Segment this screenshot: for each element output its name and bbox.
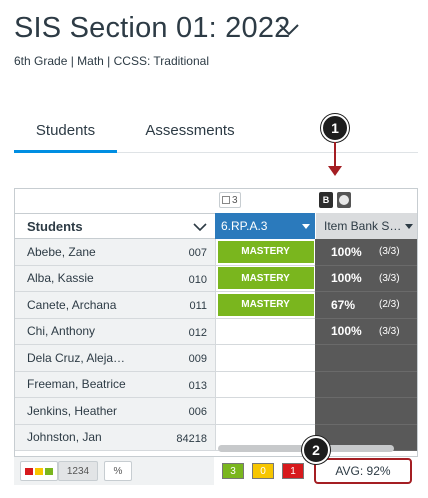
column-toggle-count: 3 <box>232 194 238 206</box>
table-row: Freeman, Beatrice 013 <box>15 371 417 398</box>
student-name[interactable]: Jenkins, Heather <box>27 403 118 418</box>
number-view-button[interactable]: 1234 <box>58 461 98 481</box>
red-swatch-icon <box>25 467 33 475</box>
square-icon <box>222 196 230 204</box>
assignment-score-cell[interactable]: 100% (3/3) <box>315 239 417 266</box>
student-id: 007 <box>188 247 207 259</box>
students-header-label: Students <box>27 218 83 234</box>
outcome-cell[interactable] <box>215 318 315 345</box>
mastery-count-chip: 3 <box>222 463 244 479</box>
student-name-cell[interactable]: Alba, Kassie 010 <box>15 265 215 292</box>
score-fraction: (3/3) <box>379 325 400 337</box>
outcome-cell[interactable]: MASTERY <box>215 292 315 319</box>
table-row: Alba, Kassie 010 MASTERY 100% (3/3) <box>15 265 417 292</box>
section-subtitle: 6th Grade | Math | CCSS: Traditional <box>14 54 209 68</box>
chevron-down-icon[interactable] <box>193 222 207 232</box>
chevron-down-icon[interactable] <box>278 22 300 38</box>
assignment-score-cell[interactable]: 100% (3/3) <box>315 265 417 292</box>
student-id: 84218 <box>176 432 207 445</box>
score-fraction: (3/3) <box>379 246 400 258</box>
footer-left: 1234 % <box>14 457 214 485</box>
score-percent: 100% <box>331 324 362 339</box>
callout-arrow-line <box>334 142 336 168</box>
grid-footer: 1234 % 3 0 1 AVG: 92% <box>14 456 418 485</box>
assignment-column-header[interactable]: Item Bank S… <box>315 213 417 239</box>
tab-assessments[interactable]: Assessments <box>145 122 235 139</box>
student-name[interactable]: Canete, Archana <box>27 297 117 312</box>
student-name[interactable]: Abebe, Zane <box>27 244 96 259</box>
assignment-score-cell[interactable] <box>315 371 417 398</box>
grid-header-row: Students 6.RP.A.3 Item Bank S… <box>15 213 417 239</box>
score-percent: 67% <box>331 297 356 312</box>
column-toggle-button[interactable]: 3 <box>219 192 241 208</box>
student-id: 009 <box>188 353 207 365</box>
average-score: AVG: 92% <box>314 458 412 484</box>
column-toolbar: 3 B <box>215 189 417 213</box>
outcome-cell[interactable] <box>215 371 315 398</box>
mastery-badge: MASTERY <box>217 240 314 263</box>
grid-rows: Abebe, Zane 007 MASTERY 100% (3/3) Alba, Kass… <box>15 239 417 451</box>
tab-students[interactable]: Students <box>14 120 117 153</box>
student-name-cell[interactable]: Dela Cruz, Aleja… 009 <box>15 345 215 372</box>
assignment-score-cell[interactable]: 67% (2/3) <box>315 292 417 319</box>
assignment-score-cell[interactable] <box>315 345 417 372</box>
page-title: SIS Section 01: 2022 <box>14 12 291 44</box>
check-circle-icon[interactable] <box>337 192 351 208</box>
student-id: 012 <box>188 326 207 339</box>
outcome-header-label: 6.RP.A.3 <box>221 219 268 233</box>
table-row: Jenkins, Heather 006 <box>15 398 417 425</box>
callout-arrow-head <box>328 166 342 176</box>
outcome-cell[interactable]: MASTERY <box>215 265 315 292</box>
color-view-button[interactable] <box>20 461 58 481</box>
student-name-cell[interactable]: Johnston, Jan 84218 <box>15 424 215 451</box>
assignment-header-label: Item Bank S… <box>324 219 402 233</box>
table-row: Abebe, Zane 007 MASTERY 100% (3/3) <box>15 239 417 266</box>
dropdown-caret-icon[interactable] <box>405 224 413 229</box>
percent-view-button[interactable]: % <box>104 461 132 481</box>
mastery-badge: MASTERY <box>217 293 314 316</box>
student-id: 013 <box>188 379 207 392</box>
table-row: Canete, Archana 011 MASTERY 67% (2/3) <box>15 292 417 319</box>
table-row: Chi, Anthony 012 100% (3/3) <box>15 318 417 345</box>
student-name[interactable]: Johnston, Jan <box>27 430 102 445</box>
near-mastery-count-chip: 0 <box>252 463 274 479</box>
student-name[interactable]: Chi, Anthony <box>27 324 96 339</box>
student-name[interactable]: Freeman, Beatrice <box>27 377 126 392</box>
outcome-cell[interactable] <box>215 398 315 425</box>
student-name[interactable]: Dela Cruz, Aleja… <box>27 350 126 365</box>
score-fraction: (2/3) <box>379 299 400 311</box>
footer-right: 3 0 1 AVG: 92% <box>214 457 418 485</box>
student-id: 011 <box>189 300 207 312</box>
student-name[interactable]: Alba, Kassie <box>27 271 94 286</box>
green-swatch-icon <box>45 467 53 475</box>
score-fraction: (3/3) <box>379 272 400 284</box>
score-percent: 100% <box>331 244 362 259</box>
student-id: 010 <box>188 273 207 286</box>
students-column-header[interactable]: Students <box>15 213 215 239</box>
outcome-cell[interactable]: MASTERY <box>215 239 315 266</box>
outcome-column-header[interactable]: 6.RP.A.3 <box>215 213 315 239</box>
tab-bar: Students Assessments <box>14 120 418 153</box>
yellow-swatch-icon <box>35 467 43 475</box>
student-name-cell[interactable]: Freeman, Beatrice 013 <box>15 371 215 398</box>
dropdown-caret-icon[interactable] <box>302 224 310 229</box>
student-name-cell[interactable]: Chi, Anthony 012 <box>15 318 215 345</box>
assignment-score-cell[interactable] <box>315 398 417 425</box>
bold-badge[interactable]: B <box>319 192 333 208</box>
callout-badge-2: 2 <box>302 436 330 464</box>
remediation-count-chip: 1 <box>282 463 304 479</box>
callout-badge-1: 1 <box>321 114 349 142</box>
gradebook-grid: 3 B Students 6.RP.A.3 Item Bank S… Abebe… <box>14 188 418 484</box>
mastery-badge: MASTERY <box>217 267 314 290</box>
student-id: 006 <box>188 406 207 418</box>
assignment-score-cell[interactable]: 100% (3/3) <box>315 318 417 345</box>
score-percent: 100% <box>331 271 362 286</box>
student-name-cell[interactable]: Abebe, Zane 007 <box>15 239 215 266</box>
outcome-cell[interactable] <box>215 345 315 372</box>
student-name-cell[interactable]: Canete, Archana 011 <box>15 292 215 319</box>
student-name-cell[interactable]: Jenkins, Heather 006 <box>15 398 215 425</box>
table-row: Dela Cruz, Aleja… 009 <box>15 345 417 372</box>
